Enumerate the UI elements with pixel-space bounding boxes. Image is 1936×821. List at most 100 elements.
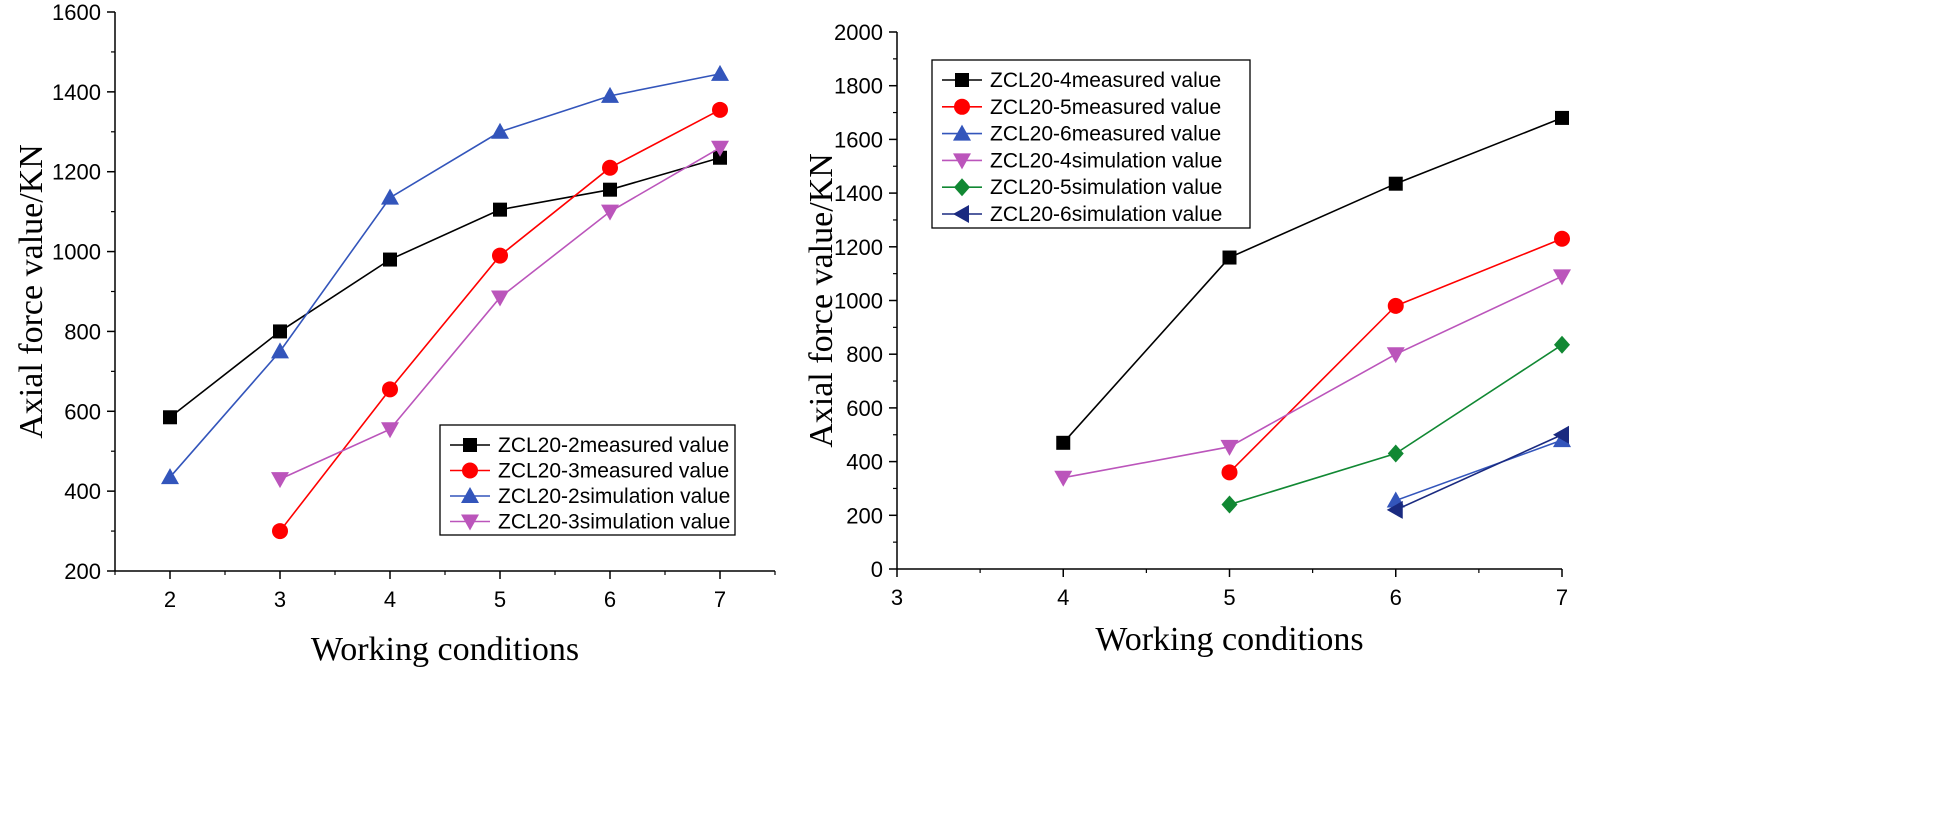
legend-item: ZCL20-3measured value [450, 460, 729, 483]
data-point [1386, 500, 1403, 519]
series-5 [1386, 425, 1569, 519]
legend-label: ZCL20-2measured value [498, 434, 729, 457]
legend-label: ZCL20-4measured value [990, 69, 1221, 92]
y-tick-label: 800 [64, 319, 101, 344]
series-0 [1056, 110, 1569, 450]
legend-label: ZCL20-3measured value [498, 460, 729, 483]
legend: ZCL20-2measured value ZCL20-3measured val… [439, 424, 736, 536]
data-point [493, 202, 507, 217]
data-point [381, 422, 399, 439]
legend-item: ZCL20-3simulation value [450, 511, 730, 534]
y-tick-label: 800 [846, 342, 883, 367]
data-point [161, 468, 179, 485]
series-line [169, 156, 721, 418]
y-tick-label: 200 [64, 559, 101, 584]
y-tick-label: 200 [846, 503, 883, 528]
series-0 [163, 150, 727, 425]
legend-item: ZCL20-5simulation value [942, 176, 1222, 199]
y-tick-label: 1400 [834, 181, 883, 206]
data-point [601, 204, 619, 221]
data-point [1387, 297, 1404, 314]
legend-item: ZCL20-2simulation value [450, 485, 730, 508]
series-line [1062, 117, 1563, 444]
data-point [163, 410, 177, 425]
legend-item: ZCL20-6measured value [942, 123, 1221, 146]
y-tick-label: 2000 [834, 20, 883, 45]
data-point [1056, 435, 1071, 450]
series-line [1063, 275, 1563, 479]
data-point [383, 252, 397, 267]
data-point [491, 122, 509, 139]
data-point [603, 182, 617, 197]
legend-label: ZCL20-5simulation value [990, 176, 1222, 199]
y-axis-title: Axial force value/KN [803, 153, 840, 448]
x-tick-label: 4 [1057, 585, 1069, 610]
legend-label: ZCL20-4simulation value [990, 149, 1222, 172]
legend-box [931, 59, 1251, 229]
series-line [1395, 439, 1563, 502]
legend-marker [461, 487, 479, 503]
y-tick-label: 1600 [834, 127, 883, 152]
x-tick-label: 7 [1556, 585, 1568, 610]
data-point [1222, 250, 1237, 265]
legend-item: ZCL20-2measured value [450, 434, 729, 457]
x-tick-label: 5 [494, 587, 506, 612]
data-point [381, 188, 399, 205]
legend-item: ZCL20-4simulation value [942, 149, 1222, 172]
data-point [1387, 444, 1404, 463]
data-point [1386, 347, 1405, 364]
right-chart: 0 200 400 600 800 1000 1200 1400 1600 1800 2000 3 4 5… [803, 20, 1571, 658]
data-point [1554, 335, 1570, 354]
series-4 [1221, 335, 1570, 514]
data-point [273, 324, 287, 339]
y-tick-label: 600 [846, 396, 883, 421]
legend-marker [955, 73, 969, 87]
legend: ZCL20-4measured value ZCL20-5measured val… [931, 59, 1251, 229]
x-tick-label: 5 [1223, 585, 1235, 610]
legend-marker [953, 153, 971, 170]
data-point [711, 140, 729, 157]
data-point [1220, 439, 1239, 456]
series-2 [161, 64, 729, 485]
legend-label: ZCL20-5measured value [990, 96, 1221, 119]
series-line [169, 73, 721, 478]
x-tick-label: 4 [384, 587, 396, 612]
series-line [1395, 434, 1563, 511]
legend-item: ZCL20-6simulation value [942, 203, 1222, 226]
legend-label: ZCL20-6simulation value [990, 203, 1222, 226]
data-point [1054, 470, 1073, 487]
data-point [1553, 269, 1571, 286]
y-tick-label: 400 [846, 450, 883, 475]
y-tick-label: 1200 [52, 160, 101, 185]
data-point [1221, 464, 1238, 481]
legend-item: ZCL20-5measured value [942, 96, 1221, 119]
y-tick-label: 1000 [52, 240, 101, 265]
y-tick-label: 600 [64, 399, 101, 424]
y-axis-title: Axial force value/KN [13, 144, 50, 439]
data-point [711, 64, 729, 81]
x-axis-title: Working conditions [1095, 621, 1363, 658]
data-point [713, 150, 727, 165]
legend-marker [954, 98, 970, 115]
series-3 [1054, 269, 1571, 487]
y-tick-label: 1400 [52, 80, 101, 105]
y-tick-label: 1000 [834, 289, 883, 314]
x-tick-label: 3 [891, 585, 903, 610]
x-tick-label: 6 [604, 587, 616, 612]
data-point [1553, 425, 1569, 444]
data-point [602, 159, 618, 176]
legend-marker [954, 178, 970, 197]
data-point [1555, 110, 1569, 125]
y-tick-label: 1600 [52, 0, 101, 25]
data-point [1554, 230, 1570, 247]
x-axis-title: Working conditions [311, 631, 579, 668]
data-point [601, 86, 619, 103]
x-tick-label: 7 [714, 587, 726, 612]
series-1 [272, 101, 728, 540]
legend-box [439, 424, 736, 536]
data-point [382, 381, 398, 398]
legend-item: ZCL20-4measured value [942, 69, 1221, 92]
data-point [272, 523, 288, 540]
legend-label: ZCL20-6measured value [990, 123, 1221, 146]
